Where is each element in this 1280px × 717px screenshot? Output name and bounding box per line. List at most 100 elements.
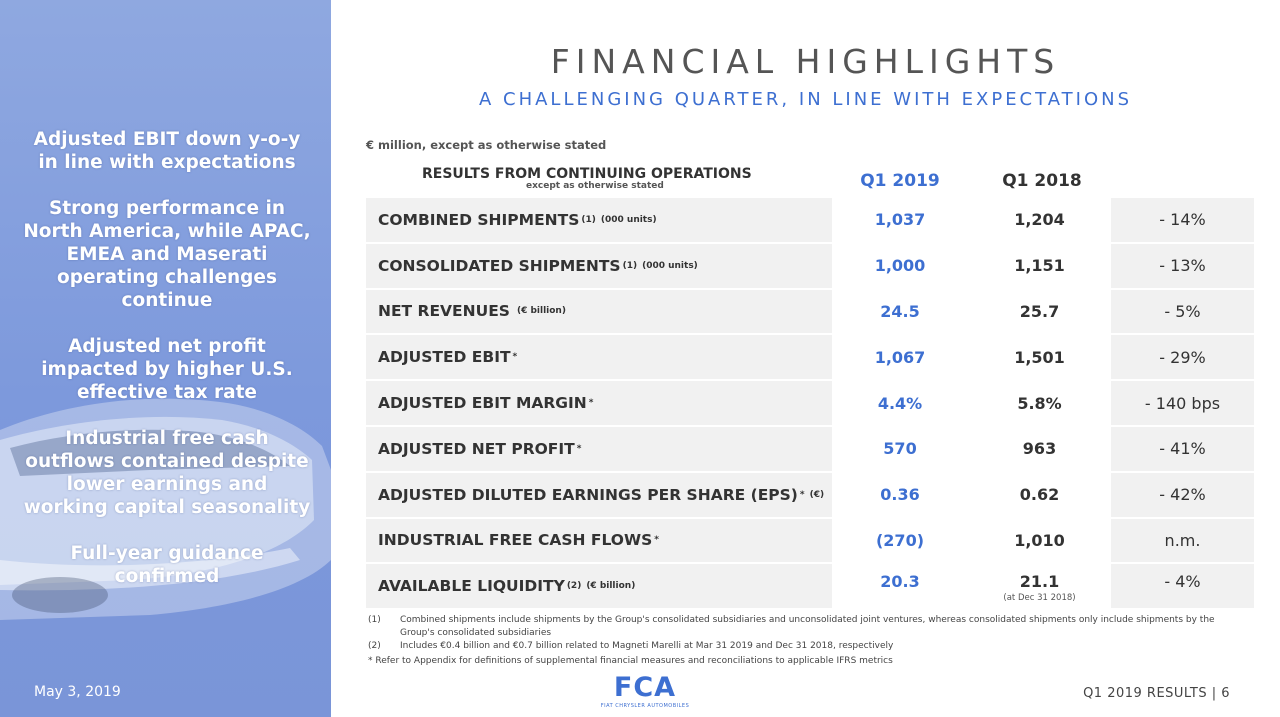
table-header-main: RESULTS FROM CONTINUING OPERATIONS excep… [378,166,818,191]
footnotes: (1) Combined shipments include shipments… [368,614,1248,668]
value-q1-2019: 1,000 [832,243,968,288]
car-background-image [0,398,331,620]
table-row: ADJUSTED EBIT * 1,067 1,501 - 29% [366,335,1254,382]
sidebar-panel: Adjusted EBIT down y-o-y in line with ex… [0,0,331,717]
value-change: - 29% [1111,335,1254,380]
row-label-cell: ADJUSTED EBIT * [366,335,832,380]
value-q1-2018-text: 1,501 [1014,347,1065,367]
page-title: FINANCIAL HIGHLIGHTS [550,42,1061,81]
highlight-item: Adjusted net profit impacted by higher U… [41,336,293,403]
value-q1-2019: 1,067 [832,335,968,380]
table-row: INDUSTRIAL FREE CASH FLOWS * (270) 1,010… [366,518,1254,565]
table-row: ADJUSTED NET PROFIT * 570 963 - 41% [366,426,1254,473]
row-label-cell: ADJUSTED NET PROFIT * [366,426,832,471]
value-q1-2018: 963 [968,426,1111,471]
row-footnote-marker: * [588,398,594,409]
results-table: COMBINED SHIPMENTS (1) (000 units) 1,037… [366,198,1254,611]
value-q1-2018-text: 5.8% [1017,393,1062,413]
value-change: - 41% [1111,426,1254,471]
row-unit: (€ billion) [586,581,636,592]
value-q1-2018-text: 21.1 [1019,572,1060,592]
value-change: - 14% [1111,198,1254,242]
footnote-text: Refer to Appendix for definitions of sup… [375,656,893,666]
value-change: - 5% [1111,289,1254,334]
row-footnote-marker: * [576,443,582,454]
row-label: INDUSTRIAL FREE CASH FLOWS [378,531,653,550]
row-unit: (€ billion) [516,306,566,317]
value-q1-2018: 1,501 [968,335,1111,380]
row-label: ADJUSTED NET PROFIT [378,439,575,458]
value-q1-2018: 1,151 [968,243,1111,288]
row-unit: (000 units) [642,260,698,271]
value-q1-2018: 0.62 [968,472,1111,517]
table-row: NET REVENUES (€ billion) 24.5 25.7 - 5% [366,289,1254,336]
page-number-label: Q1 2019 RESULTS | 6 [1083,686,1230,701]
fca-logo-subtitle: FIAT CHRYSLER AUTOMOBILES [600,703,690,709]
row-footnote-marker: * [654,535,659,546]
table-row: CONSOLIDATED SHIPMENTS (1) (000 units) 1… [366,243,1254,290]
row-label: ADJUSTED DILUTED EARNINGS PER SHARE (EPS… [378,485,798,504]
value-q1-2018: 5.8% [968,381,1111,425]
row-footnote-marker: (1) [581,214,596,225]
value-change: - 42% [1111,472,1254,517]
row-footnote-marker: * [799,489,805,500]
table-row: ADJUSTED EBIT MARGIN * 4.4% 5.8% - 140 b… [366,381,1254,427]
value-q1-2018-text: 1,010 [1014,530,1065,550]
row-label: ADJUSTED EBIT [378,348,511,367]
presentation-date: May 3, 2019 [34,684,121,700]
row-label-cell: NET REVENUES (€ billion) [366,289,832,334]
value-q1-2019: 0.36 [832,472,968,517]
row-label-cell: ADJUSTED DILUTED EARNINGS PER SHARE (EPS… [366,472,832,517]
row-label-cell: CONSOLIDATED SHIPMENTS (1) (000 units) [366,243,832,288]
footnote: * Refer to Appendix for definitions of s… [368,655,1248,668]
highlight-item: Full-year guidance confirmed [70,543,264,587]
footnote-text: Includes €0.4 billion and €0.7 billion r… [400,641,894,651]
value-q1-2018: 1,010 [968,518,1111,563]
footnote-number: (2) [368,641,381,651]
value-q1-2018: 25.7 [968,289,1111,334]
table-header-title: RESULTS FROM CONTINUING OPERATIONS [422,166,752,182]
row-label: AVAILABLE LIQUIDITY [378,577,565,596]
value-q1-2018-text: 25.7 [1019,301,1060,321]
footnote-text: Combined shipments include shipments by … [400,615,1215,638]
table-row: AVAILABLE LIQUIDITY (2) (€ billion) 20.3… [366,564,1254,611]
units-note: € million, except as otherwise stated [366,138,607,152]
footnote-number: (1) [368,615,381,625]
value-change: - 140 bps [1111,381,1254,425]
fca-logo: FCA FIAT CHRYSLER AUTOMOBILES [590,674,700,709]
value-q1-2019: 570 [832,426,968,471]
row-footnote-marker: * [512,352,518,363]
fca-logo-text: FCA [613,672,677,703]
row-label: CONSOLIDATED SHIPMENTS [378,256,621,275]
footnote: (2) Includes €0.4 billion and €0.7 billi… [368,640,1248,653]
value-change: - 13% [1111,243,1254,288]
highlight-item: Industrial free cash outflows contained … [23,428,311,518]
value-q1-2019: 1,037 [832,198,968,242]
row-label: ADJUSTED EBIT MARGIN [378,394,587,413]
value-q1-2019: (270) [832,518,968,563]
value-q1-2018-text: 963 [1022,439,1057,459]
value-q1-2019: 24.5 [832,289,968,334]
value-q1-2019: 4.4% [832,381,968,425]
column-header-q1-2019: Q1 2019 [860,171,940,191]
value-q1-2018-text: 1,204 [1014,210,1065,230]
row-footnote-marker: (1) [622,260,638,271]
highlight-item: Strong performance in North America, whi… [23,198,311,311]
value-change: n.m. [1111,518,1254,563]
row-label: NET REVENUES [378,302,510,321]
highlights-list: Adjusted EBIT down y-o-y in line with ex… [22,128,312,611]
footnote: (1) Combined shipments include shipments… [368,614,1248,640]
value-q1-2018-text: 0.62 [1019,485,1060,505]
row-label-cell: COMBINED SHIPMENTS (1) (000 units) [366,198,832,242]
table-row: COMBINED SHIPMENTS (1) (000 units) 1,037… [366,198,1254,244]
value-change: - 4% [1111,564,1254,609]
highlight-item: Adjusted EBIT down y-o-y in line with ex… [33,129,301,173]
row-footnote-marker: (2) [566,581,582,592]
value-q1-2018: 21.1 (at Dec 31 2018) [968,564,1111,609]
row-label: COMBINED SHIPMENTS [378,210,580,229]
row-unit: (000 units) [600,214,657,225]
row-label-cell: ADJUSTED EBIT MARGIN * [366,381,832,425]
value-q1-2018-text: 1,151 [1014,256,1065,276]
footnote-number: * [368,656,373,666]
page-subtitle: A CHALLENGING QUARTER, IN LINE WITH EXPE… [478,89,1133,110]
